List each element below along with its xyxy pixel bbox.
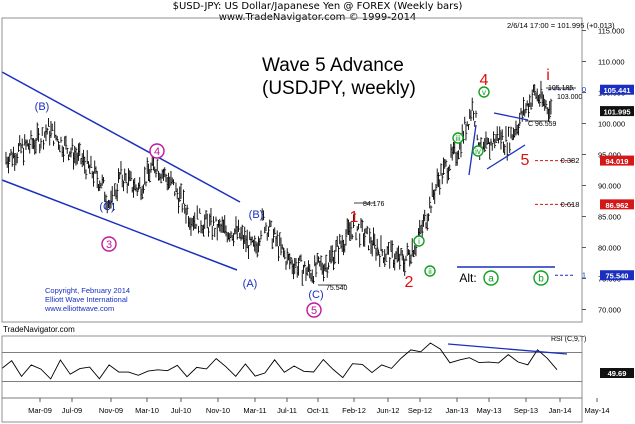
chart-header-subtitle: www.TradeNavigator.com © 1999-2014 [218,12,417,23]
x-axis-tick-label: Mar-11 [243,406,266,415]
wave-label-circle [472,145,484,157]
rsi-line [1,342,558,380]
x-axis-tick-label: May-14 [584,406,609,415]
price-annotation: 103.000 [557,94,582,101]
wave-label: iii [455,134,461,143]
wave-label: v [482,88,486,97]
price-badge-label: 94.019 [606,157,629,166]
wave-label: 2 [405,274,414,291]
x-axis-tick-label: May-13 [476,406,501,415]
wave-label: i [418,237,420,246]
rsi-title: RSI (C,9,T) [551,336,586,343]
x-axis-tick-label: Jul-09 [62,406,82,415]
y-axis-tick-label: 90.000 [598,182,621,191]
x-axis-tick-label: Sep-13 [514,406,538,415]
wave-label: 3 [106,239,112,251]
chart-big-title-line1: Wave 5 Advance [262,55,404,76]
price-annotation: 84.176 [363,201,385,208]
price-badge [600,106,634,117]
y-axis-tick-label: 85.000 [598,213,621,222]
y-axis-tick-label: 100.000 [598,119,625,128]
x-axis-tick-label: Oct-11 [307,406,329,415]
fib-level-label: 1 [582,271,586,280]
triangle-lower-line [486,144,526,170]
x-axis-tick-label: Jan-14 [549,406,572,415]
fib-level-label: 0 [582,85,586,94]
channel-upper-line [1,71,241,203]
price-badge [600,199,634,210]
x-axis-tick-label: Feb-12 [342,406,366,415]
price-badge [600,84,634,95]
wave-label: a [488,274,494,285]
rsi-value-label: 49.69 [608,369,627,378]
wave-label: ii [428,267,432,276]
wave-label: 5 [311,305,317,317]
wave-label: (C) [308,289,323,301]
price-annotation: C 96.559 [528,121,557,128]
x-axis-tick-label: Mar-09 [28,406,52,415]
wave-label: Alt: [459,271,476,285]
wave-label: iv [475,147,481,156]
price-badge-label: 86.962 [606,201,629,210]
price-badge-label: 105.441 [603,86,630,95]
x-axis-tick-label: Sep-12 [408,406,432,415]
x-axis-tick-label: Nov-10 [206,406,230,415]
copyright-line2: Elliott Wave International [45,295,128,304]
y-axis-tick-label: 115.000 [598,26,625,35]
wave-label: b [538,274,544,285]
x-axis-tick-label: Nov-09 [99,406,123,415]
copyright-line1: Copyright, February 2014 [45,286,131,295]
wave-label: 4 [154,146,160,158]
brand-label: TradeNavigator.com [3,325,75,334]
x-axis-tick-label: Mar-10 [135,406,159,415]
y-axis-tick-label: 95.000 [598,150,621,159]
chart-big-title-line2: (USDJPY, weekly) [262,78,416,99]
wave-label-circle [413,235,425,247]
wave-label-circle [478,86,490,98]
wave-label-circle [149,143,165,159]
price-panel-frame [1,17,583,323]
wave-label: 1 [350,209,359,226]
wave-label: (A) [243,278,258,290]
wave-label-circle [452,132,464,144]
wave-label-circle [306,302,322,318]
quote-line: 2/6/14 17:00 = 101.995 (+0.013) [507,21,615,30]
rsi-divergence-line [447,343,568,355]
wave-label-circle [101,236,117,252]
wave-label-circle [424,265,436,277]
wave-label: (C) [99,201,114,213]
price-badge-label: 75.540 [606,272,629,281]
rsi-value-badge [600,368,634,378]
wave-label-circle [533,270,549,286]
y-axis-tick-label: 110.000 [598,57,625,66]
price-annotation: 75.540 [326,285,348,292]
wave-label: (B) [249,209,264,221]
wave-label: 4 [480,72,489,89]
wave-label: 5 [521,152,530,169]
triangle-upper-line [493,112,529,121]
y-axis-tick-label: 70.000 [598,306,621,315]
wave-label: i [546,67,550,84]
fib-level-label: 0.618 [561,200,580,209]
x-axis-tick-label: Jan-13 [446,406,469,415]
channel-lower-line [1,179,238,271]
price-badge [600,155,634,166]
price-badge-label: 101.995 [603,108,630,117]
wave-label: (B) [35,101,50,113]
x-axis-tick-label: Jun-12 [377,406,400,415]
price-badge [600,270,634,281]
price-annotation: 105.185 [548,85,573,92]
x-axis-tick-label: Jul-10 [171,406,191,415]
copyright-line3: www.elliottwave.com [45,304,115,313]
fib-level-label: 0.382 [561,156,580,165]
x-axis-frame [1,397,583,423]
x-axis-tick-label: Jul-11 [277,406,297,415]
chart-header-title: $USD-JPY: US Dollar/Japanese Yen @ FOREX… [172,1,463,12]
wave-label-circle [483,270,499,286]
y-axis-tick-label: 80.000 [598,244,621,253]
